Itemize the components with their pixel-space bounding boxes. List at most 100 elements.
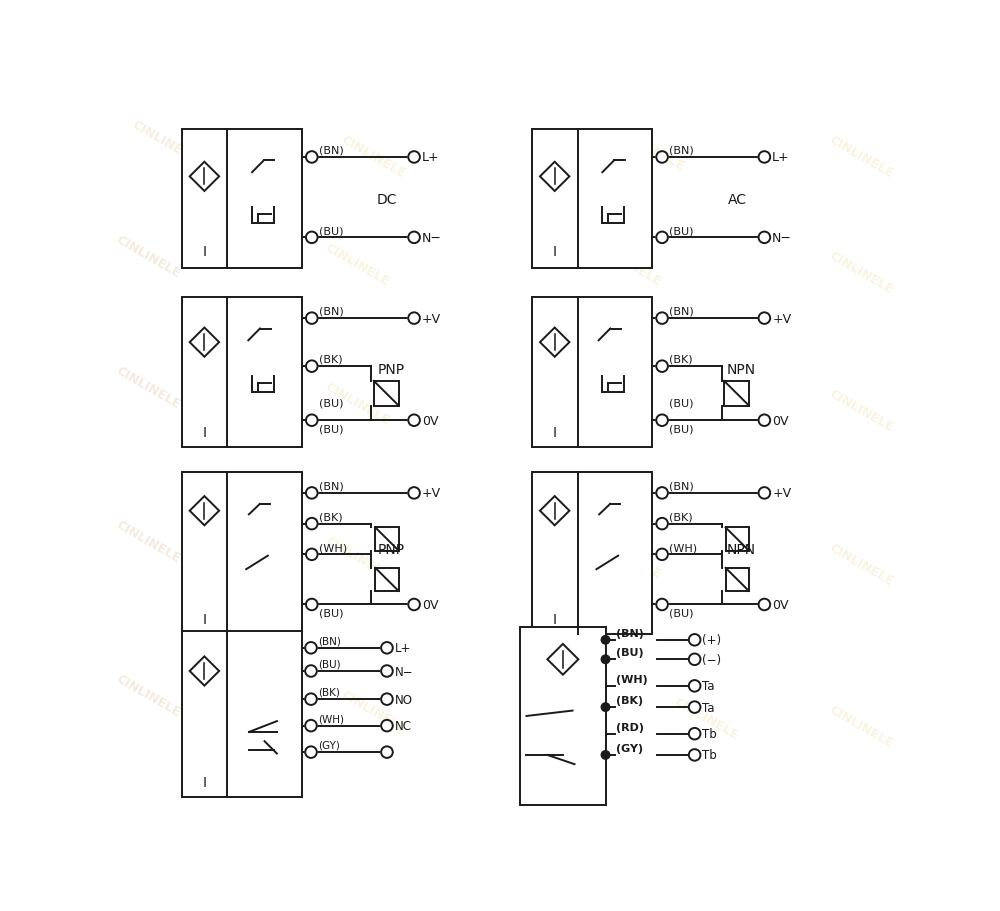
Text: CINLINELE: CINLINELE	[827, 702, 896, 750]
Circle shape	[408, 599, 420, 610]
Text: (BU): (BU)	[319, 424, 343, 434]
Text: I: I	[553, 612, 557, 627]
Bar	[726, 527, 749, 551]
Text: (BK): (BK)	[319, 512, 342, 522]
Text: (BK): (BK)	[616, 695, 643, 705]
Bar	[726, 568, 749, 591]
Text: NPN: NPN	[727, 543, 756, 557]
Text: (BN): (BN)	[669, 306, 694, 316]
Circle shape	[306, 599, 318, 610]
Circle shape	[408, 313, 420, 324]
Circle shape	[656, 232, 668, 244]
Circle shape	[306, 361, 318, 373]
Circle shape	[656, 152, 668, 164]
Text: PNP: PNP	[377, 363, 404, 377]
Text: L+: L+	[422, 151, 439, 164]
Circle shape	[601, 636, 610, 644]
Text: 0V: 0V	[422, 415, 438, 427]
Text: (BU): (BU)	[669, 226, 694, 236]
Circle shape	[305, 746, 317, 758]
Text: CINLINELE: CINLINELE	[594, 241, 663, 288]
Text: (BN): (BN)	[319, 481, 344, 491]
Circle shape	[656, 549, 668, 560]
Text: CINLINELE: CINLINELE	[114, 364, 183, 412]
Bar	[375, 568, 399, 591]
Text: (GY): (GY)	[616, 743, 643, 753]
Bar	[532, 298, 652, 447]
Text: (WH): (WH)	[318, 713, 344, 723]
Text: I: I	[202, 245, 206, 259]
Text: N−: N−	[422, 231, 442, 244]
Circle shape	[689, 654, 700, 665]
Text: +V: +V	[422, 486, 441, 500]
Text: CINLINELE: CINLINELE	[672, 695, 741, 742]
Circle shape	[601, 655, 610, 664]
Text: CINLINELE: CINLINELE	[339, 133, 407, 180]
Text: +V: +V	[422, 312, 441, 325]
Text: 0V: 0V	[772, 599, 789, 611]
Circle shape	[306, 313, 318, 324]
Text: (BK): (BK)	[318, 687, 340, 697]
Text: (BU): (BU)	[616, 648, 644, 658]
Circle shape	[689, 634, 700, 646]
Text: CINLINELE: CINLINELE	[114, 233, 183, 281]
Circle shape	[381, 746, 393, 758]
Bar	[532, 130, 652, 269]
Text: NPN: NPN	[727, 363, 756, 377]
Bar	[182, 298, 302, 447]
Text: CINLINELE: CINLINELE	[827, 541, 896, 589]
Text: Ta: Ta	[702, 680, 715, 692]
Circle shape	[656, 599, 668, 610]
Circle shape	[656, 518, 668, 530]
Text: DC: DC	[377, 192, 397, 206]
Bar	[374, 382, 399, 406]
Circle shape	[759, 313, 770, 324]
Circle shape	[305, 693, 317, 705]
Text: (BU): (BU)	[319, 608, 343, 618]
Circle shape	[601, 751, 610, 760]
Circle shape	[656, 415, 668, 426]
Circle shape	[408, 152, 420, 164]
Circle shape	[381, 642, 393, 654]
Text: L+: L+	[772, 151, 790, 164]
Bar	[724, 382, 749, 406]
Circle shape	[306, 152, 318, 164]
Circle shape	[306, 487, 318, 499]
Text: I: I	[553, 425, 557, 440]
Text: PNP: PNP	[377, 543, 404, 557]
Circle shape	[408, 415, 420, 426]
Text: (BU): (BU)	[319, 226, 343, 236]
Text: CINLINELE: CINLINELE	[594, 534, 663, 580]
Circle shape	[305, 642, 317, 654]
Circle shape	[381, 693, 393, 705]
Bar	[532, 473, 652, 634]
Text: I: I	[553, 245, 557, 259]
Text: (BN): (BN)	[319, 306, 344, 316]
Bar	[520, 628, 606, 804]
Text: CINLINELE: CINLINELE	[129, 118, 198, 165]
Text: CINLINELE: CINLINELE	[594, 380, 663, 426]
Text: CINLINELE: CINLINELE	[323, 534, 392, 580]
Text: (BN): (BN)	[318, 636, 341, 646]
Text: (−): (−)	[702, 653, 722, 666]
Text: +V: +V	[772, 312, 791, 325]
Text: I: I	[202, 612, 206, 627]
Text: CINLINELE: CINLINELE	[114, 671, 183, 719]
Circle shape	[759, 599, 770, 610]
Text: (BN): (BN)	[616, 629, 644, 639]
Text: (BU): (BU)	[669, 424, 694, 434]
Text: I: I	[202, 425, 206, 440]
Text: (BU): (BU)	[669, 397, 694, 407]
Text: (BN): (BN)	[319, 146, 344, 156]
Circle shape	[381, 666, 393, 677]
Circle shape	[306, 415, 318, 426]
Text: CINLINELE: CINLINELE	[323, 380, 392, 426]
Text: CINLINELE: CINLINELE	[827, 249, 896, 296]
Text: CINLINELE: CINLINELE	[827, 387, 896, 435]
Bar	[182, 473, 302, 634]
Text: (BU): (BU)	[318, 659, 341, 669]
Text: 0V: 0V	[422, 599, 438, 611]
Circle shape	[305, 720, 317, 732]
Text: AC: AC	[728, 192, 747, 206]
Text: I: I	[202, 775, 206, 789]
